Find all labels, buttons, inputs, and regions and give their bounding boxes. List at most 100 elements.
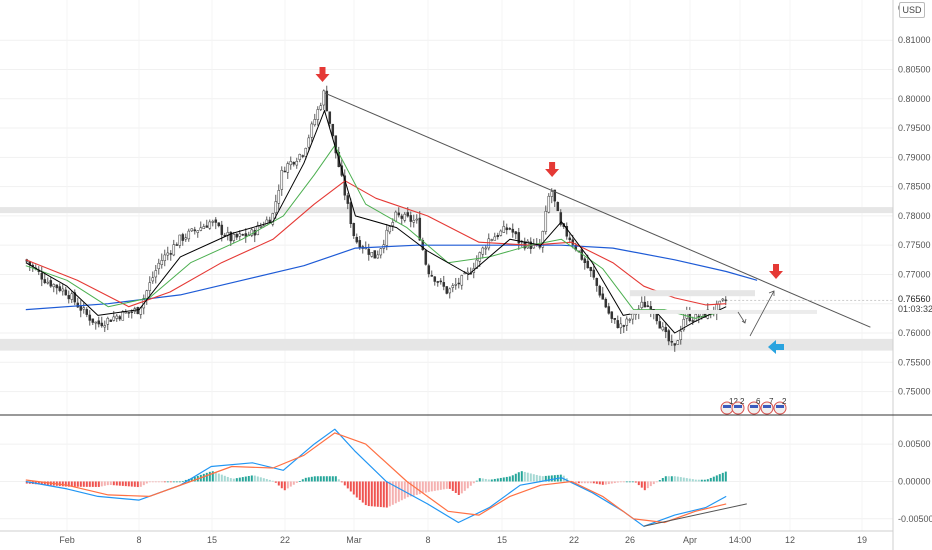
macd-histogram-bar xyxy=(691,479,694,482)
macd-histogram-bar xyxy=(421,481,424,494)
price-candle-body xyxy=(43,279,47,284)
macd-histogram-bar xyxy=(40,481,43,485)
price-candle-body xyxy=(673,343,677,346)
macd-histogram-bar xyxy=(397,481,400,502)
macd-histogram-bar xyxy=(298,481,301,482)
price-candle-body xyxy=(460,275,464,286)
macd-histogram-bar xyxy=(679,477,682,482)
price-candle-body xyxy=(322,90,326,106)
price-candle-body xyxy=(286,163,290,173)
grid xyxy=(0,0,893,531)
macd-histogram-bar xyxy=(592,481,595,484)
macd-histogram-bar xyxy=(652,481,655,485)
price-candle-body xyxy=(559,212,563,225)
price-candle-body xyxy=(517,232,521,244)
currency-button[interactable]: USD xyxy=(899,2,925,18)
macd-histogram-bar xyxy=(526,472,529,482)
price-tick-label: 0.77500 xyxy=(898,240,931,250)
price-candle-body xyxy=(94,321,98,324)
macd-histogram-bar xyxy=(700,479,703,482)
macd-histogram-bar xyxy=(277,481,280,486)
price-candle-body xyxy=(145,290,149,299)
macd-histogram-bar xyxy=(292,481,295,485)
event-badge[interactable]: 2 xyxy=(731,397,745,415)
macd-histogram-bar xyxy=(457,481,460,495)
macd-histogram-bar xyxy=(673,476,676,482)
projection-arrowhead-down xyxy=(741,318,747,324)
macd-histogram-bar xyxy=(478,478,481,482)
time-tick-label: 26 xyxy=(625,535,635,545)
price-candle-body xyxy=(592,269,596,278)
event-badge-count: 2 xyxy=(740,397,745,406)
price-candle-body xyxy=(310,123,314,138)
price-candle-body xyxy=(277,190,281,204)
macd-histogram-bar xyxy=(256,476,259,482)
price-candle-body xyxy=(238,233,242,237)
price-candle-body xyxy=(49,280,53,287)
economic-event-badges[interactable]: 12 2 6 7 2 xyxy=(720,397,787,415)
macd-histogram-bar xyxy=(610,481,613,484)
macd-histogram-bar xyxy=(301,479,304,482)
price-candle-body xyxy=(352,223,356,237)
event-badge[interactable]: 7 xyxy=(760,397,774,415)
macd-histogram-bar xyxy=(427,481,430,492)
macd-histogram-bar xyxy=(448,481,451,489)
macd-histogram-bar xyxy=(229,478,232,482)
price-candle-body xyxy=(121,311,125,321)
macd-histogram-bar xyxy=(520,471,523,482)
event-badge[interactable]: 6 xyxy=(747,397,761,415)
price-candle-body xyxy=(178,234,182,246)
price-candle-body xyxy=(325,90,329,112)
macd-histogram-bar xyxy=(349,481,352,492)
price-candle-body xyxy=(229,231,233,242)
macd-histogram-bar xyxy=(310,476,313,482)
price-candle-body xyxy=(439,280,443,283)
macd-histogram-bar xyxy=(505,476,508,482)
macd-histogram-bar xyxy=(151,481,154,483)
price-candle-body xyxy=(271,213,275,225)
price-candle-body xyxy=(406,212,410,217)
macd-histogram-bar xyxy=(658,480,661,482)
price-candle-body xyxy=(457,282,461,285)
price-candle-body xyxy=(682,318,686,331)
price-candle-body xyxy=(304,148,308,157)
macd-histogram-bar xyxy=(247,476,250,482)
price-candle-body xyxy=(370,252,374,257)
price-tick-label: 0.75500 xyxy=(898,357,931,367)
macd-histogram-bar xyxy=(166,481,169,483)
time-axis[interactable]: Feb 8 15 22 Mar 8 15 22 26 Apr 14:00 12 19 xyxy=(59,535,867,545)
signal-line xyxy=(25,432,727,524)
price-candle-body xyxy=(367,248,371,255)
price-axis[interactable]: 0.81000 0.80500 0.80000 0.79500 0.79000 0.785… xyxy=(898,3,932,524)
macd-histogram-bar xyxy=(133,481,136,487)
macd-histogram-bar xyxy=(724,471,727,482)
price-candle-body xyxy=(124,311,128,314)
price-candle-body xyxy=(481,247,485,255)
price-candle-body xyxy=(667,330,671,342)
price-tick-label: 0.78500 xyxy=(898,182,931,192)
price-candle-body xyxy=(403,213,407,221)
macd-histogram-bar xyxy=(343,481,346,486)
macd-histogram-bar xyxy=(469,481,472,486)
macd-histogram-bar xyxy=(382,481,385,508)
price-candle-body xyxy=(301,155,305,157)
event-badge-count: 7 xyxy=(769,397,774,406)
price-candle-body xyxy=(568,237,572,241)
projection-arrow-down xyxy=(737,311,746,324)
macd-histogram-bar xyxy=(364,481,367,506)
event-badge[interactable]: 2 xyxy=(773,397,787,415)
macd-histogram-bar xyxy=(370,481,373,507)
left-arrow-icon xyxy=(768,340,784,354)
price-candle-body xyxy=(214,219,218,223)
macd-histogram-bar xyxy=(250,475,253,482)
price-candle-body xyxy=(394,211,398,222)
price-candle-body xyxy=(208,221,212,229)
macd-histogram-bar xyxy=(325,476,328,482)
flag-stripe-icon xyxy=(776,405,784,408)
divergence-line xyxy=(643,503,747,527)
macd-histogram-bar xyxy=(463,481,466,491)
macd-histogram-bar xyxy=(703,479,706,482)
price-candle-body xyxy=(505,227,509,231)
macd-histogram-bar xyxy=(160,481,163,483)
